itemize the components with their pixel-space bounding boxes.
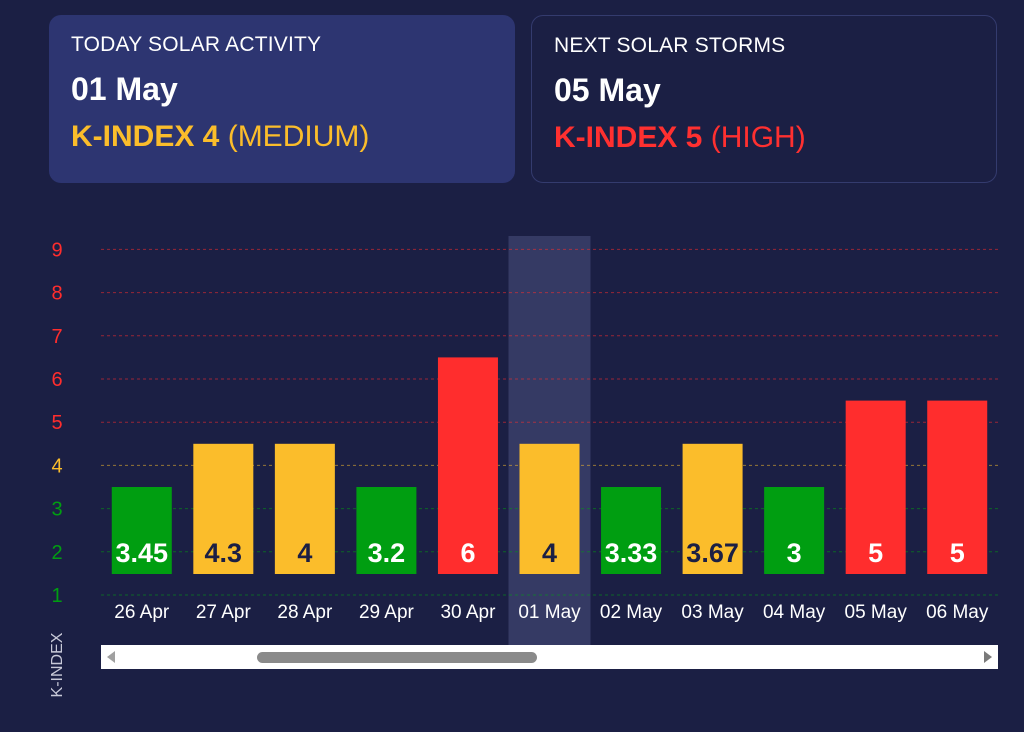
bar-value-label: 5 (950, 538, 965, 568)
today-activity-card: TODAY SOLAR ACTIVITY 01 May K-INDEX 4 (M… (49, 15, 515, 183)
bar-value-label: 3.2 (368, 538, 406, 568)
y-tick-label: 1 (51, 585, 62, 607)
bar-value-label: 3.45 (115, 538, 168, 568)
highlight-band (508, 236, 591, 645)
y-tick-label: 7 (51, 326, 62, 348)
scrollbar-thumb[interactable] (257, 652, 537, 663)
next-card-kindex: K-INDEX 5 (HIGH) (554, 121, 974, 155)
y-tick-label: 2 (51, 542, 62, 564)
x-tick-label: 03 May (681, 602, 744, 623)
x-tick-label: 26 Apr (114, 602, 170, 623)
today-card-label: TODAY SOLAR ACTIVITY (71, 33, 322, 56)
y-tick-label: 4 (51, 455, 62, 477)
x-tick-label: 30 Apr (440, 602, 496, 623)
chart-horizontal-scrollbar[interactable] (101, 645, 998, 669)
y-tick-label: 3 (51, 499, 62, 521)
scroll-right-arrow-icon[interactable] (984, 651, 992, 663)
next-card-label: NEXT SOLAR STORMS (554, 34, 786, 57)
bar (682, 443, 743, 574)
today-card-date: 01 May (71, 71, 178, 107)
bar (274, 443, 335, 574)
bar-value-label: 6 (460, 538, 475, 568)
bar (845, 400, 906, 574)
bar (111, 487, 172, 574)
today-kindex-level: (MEDIUM) (227, 120, 370, 153)
bar (437, 357, 498, 574)
bar (356, 487, 417, 574)
y-axis-title: K-INDEX (49, 632, 66, 697)
bar-value-label: 5 (868, 538, 883, 568)
y-tick-label: 5 (51, 412, 62, 434)
next-kindex-value: K-INDEX 5 (554, 121, 703, 154)
bar-value-label: 4 (297, 538, 312, 568)
bar-value-label: 4.3 (205, 538, 243, 568)
bar (764, 487, 825, 574)
x-tick-label: 06 May (926, 602, 989, 623)
x-tick-label: 05 May (845, 602, 908, 623)
x-tick-label: 01 May (518, 602, 581, 623)
bar-value-label: 3.33 (605, 538, 658, 568)
today-kindex-value: K-INDEX 4 (71, 120, 220, 153)
bar (927, 400, 988, 574)
next-kindex-level: (HIGH) (710, 121, 806, 154)
bar-value-label: 3.67 (686, 538, 739, 568)
y-tick-label: 6 (51, 369, 62, 391)
bar (519, 443, 580, 574)
bar-value-label: 3 (787, 538, 802, 568)
bar (193, 443, 254, 574)
x-tick-label: 28 Apr (277, 602, 333, 623)
scroll-left-arrow-icon[interactable] (107, 651, 115, 663)
y-tick-label: 8 (51, 283, 62, 305)
x-tick-label: 04 May (763, 602, 826, 623)
next-storms-card: NEXT SOLAR STORMS 05 May K-INDEX 5 (HIGH… (531, 15, 997, 183)
x-tick-label: 02 May (600, 602, 663, 623)
bar-value-label: 4 (542, 538, 557, 568)
bar (601, 487, 662, 574)
y-tick-label: 9 (51, 239, 62, 261)
next-card-date: 05 May (554, 72, 661, 108)
today-card-kindex: K-INDEX 4 (MEDIUM) (71, 120, 493, 154)
x-tick-label: 27 Apr (196, 602, 252, 623)
x-tick-label: 29 Apr (359, 602, 415, 623)
